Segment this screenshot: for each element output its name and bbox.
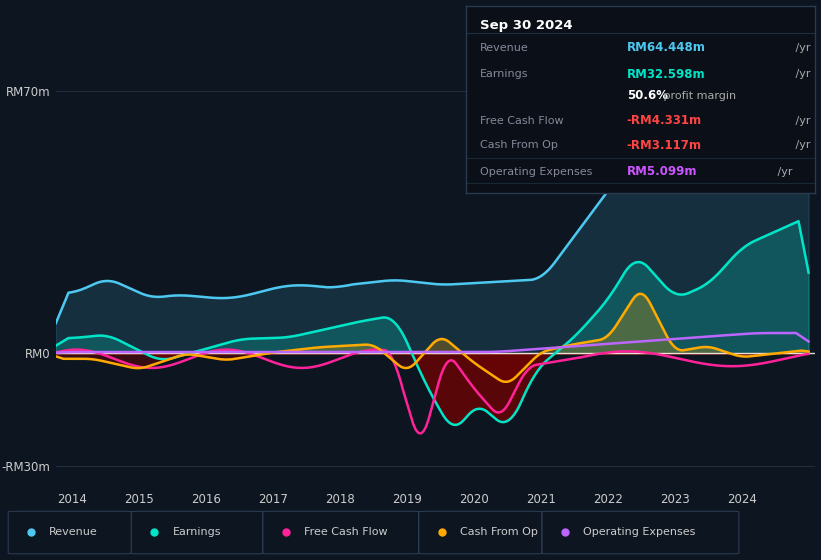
Text: /yr: /yr [792,43,810,53]
Text: Earnings: Earnings [480,69,529,79]
Text: Operating Expenses: Operating Expenses [583,527,695,537]
Text: Operating Expenses: Operating Expenses [480,167,593,176]
Text: Cash From Op: Cash From Op [480,141,558,151]
Text: RM32.598m: RM32.598m [627,68,705,81]
Text: Free Cash Flow: Free Cash Flow [480,116,564,126]
Text: Revenue: Revenue [49,527,98,537]
Text: Free Cash Flow: Free Cash Flow [304,527,388,537]
Text: RM5.099m: RM5.099m [627,165,697,178]
Text: RM64.448m: RM64.448m [627,41,706,54]
Text: /yr: /yr [792,69,810,79]
Text: Earnings: Earnings [172,527,221,537]
Text: Sep 30 2024: Sep 30 2024 [480,18,573,32]
Text: /yr: /yr [792,116,810,126]
Text: 50.6%: 50.6% [627,89,667,102]
Text: Cash From Op: Cash From Op [460,527,538,537]
Text: Revenue: Revenue [480,43,529,53]
Text: /yr: /yr [792,141,810,151]
Text: -RM3.117m: -RM3.117m [627,139,702,152]
Text: /yr: /yr [773,167,792,176]
Text: profit margin: profit margin [660,91,736,101]
Text: -RM4.331m: -RM4.331m [627,114,702,128]
